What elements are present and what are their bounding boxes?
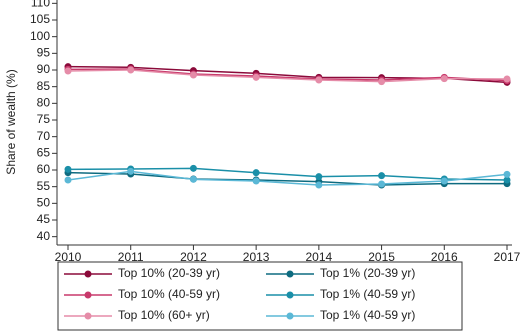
legend-label: Top 10% (60+ yr) [118, 308, 210, 322]
data-point [64, 67, 72, 75]
y-tick-label: 50 [37, 196, 51, 210]
data-point [127, 167, 135, 175]
y-tick-label: 80 [37, 96, 51, 110]
legend-marker [84, 270, 92, 278]
y-tick-label: 75 [37, 112, 51, 126]
y-tick-label: 70 [37, 129, 51, 143]
x-tick-label: 2013 [243, 250, 270, 264]
data-point [189, 175, 197, 183]
x-tick-label: 2012 [180, 250, 207, 264]
legend-label: Top 10% (20-39 yr) [118, 266, 220, 280]
data-point [189, 71, 197, 79]
legend-label: Top 1% (40-59 yr) [320, 287, 415, 301]
data-point [315, 173, 323, 181]
legend-marker [84, 291, 92, 299]
series-line [67, 69, 508, 83]
x-tick-label: 2015 [368, 250, 395, 264]
series-line [67, 171, 507, 186]
legend-marker [286, 270, 294, 278]
x-tick-label: 2016 [431, 250, 458, 264]
data-point [503, 176, 511, 184]
y-tick-label: 100 [30, 29, 50, 43]
data-point [378, 78, 386, 86]
data-point [252, 169, 260, 177]
y-tick-label: 90 [37, 62, 51, 76]
x-tick-label: 2011 [118, 250, 144, 264]
data-point [440, 75, 448, 83]
data-point [378, 172, 386, 180]
data-point [252, 73, 260, 81]
data-point [64, 176, 72, 184]
legend-marker [84, 312, 92, 320]
y-tick-label: 55 [37, 179, 51, 193]
data-point [189, 164, 197, 172]
y-tick-label: 65 [37, 146, 51, 160]
legend-marker [286, 291, 294, 299]
x-tick-label: 2014 [306, 250, 333, 264]
y-tick-label: 60 [37, 162, 51, 176]
data-point [64, 165, 72, 173]
series-line [67, 170, 508, 186]
y-axis-label: Share of wealth (%) [4, 69, 18, 174]
y-tick-label: 95 [37, 46, 51, 60]
data-point [503, 170, 511, 178]
y-tick-label: 85 [37, 79, 51, 93]
legend-label: Top 10% (40-59 yr) [118, 287, 220, 301]
x-tick-label: 2010 [55, 250, 82, 264]
legend-label: Top 1% (20-39 yr) [320, 266, 415, 280]
series-line [67, 167, 508, 181]
y-tick-label: 105 [30, 12, 50, 26]
legend-label: Top 1% (40-59 yr) [320, 308, 415, 322]
data-point [378, 180, 386, 188]
data-point [252, 177, 260, 185]
data-point [315, 76, 323, 84]
data-point [503, 75, 511, 83]
legend-box [57, 261, 463, 331]
y-tick-label: 45 [37, 212, 51, 226]
legend-marker [286, 312, 294, 320]
data-point [127, 66, 135, 74]
x-tick-label: 2017 [494, 250, 520, 264]
y-tick-label: 40 [37, 229, 51, 243]
data-point [315, 181, 323, 189]
data-point [440, 177, 448, 185]
y-tick-label: 110 [31, 0, 50, 10]
series-line [67, 68, 508, 82]
